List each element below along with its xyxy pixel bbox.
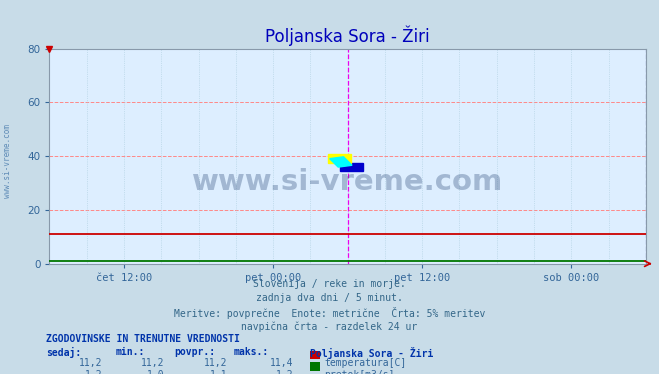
Text: 11,4: 11,4 (270, 358, 293, 368)
Text: 1,2: 1,2 (84, 370, 102, 374)
Text: maks.:: maks.: (234, 347, 269, 357)
Text: Slovenija / reke in morje.: Slovenija / reke in morje. (253, 279, 406, 289)
Text: 1,0: 1,0 (147, 370, 165, 374)
Text: min.:: min.: (115, 347, 145, 357)
Text: temperatura[C]: temperatura[C] (324, 358, 407, 368)
Text: 11,2: 11,2 (204, 358, 227, 368)
Title: Poljanska Sora - Žiri: Poljanska Sora - Žiri (266, 25, 430, 46)
Text: Meritve: povprečne  Enote: metrične  Črta: 5% meritev: Meritve: povprečne Enote: metrične Črta:… (174, 307, 485, 319)
Text: 11,2: 11,2 (78, 358, 102, 368)
Text: 1,1: 1,1 (210, 370, 227, 374)
Text: Poljanska Sora - Žiri: Poljanska Sora - Žiri (310, 347, 433, 359)
Text: zadnja dva dni / 5 minut.: zadnja dva dni / 5 minut. (256, 293, 403, 303)
Bar (341, 163, 363, 171)
Text: povpr.:: povpr.: (175, 347, 215, 357)
Text: 11,2: 11,2 (141, 358, 165, 368)
Bar (330, 157, 352, 167)
Text: navpična črta - razdelek 24 ur: navpična črta - razdelek 24 ur (241, 321, 418, 332)
Text: sedaj:: sedaj: (46, 347, 81, 358)
Text: www.si-vreme.com: www.si-vreme.com (192, 168, 503, 196)
Text: 1,2: 1,2 (275, 370, 293, 374)
Bar (328, 154, 351, 163)
Text: www.si-vreme.com: www.si-vreme.com (3, 124, 13, 198)
Text: pretok[m3/s]: pretok[m3/s] (324, 370, 395, 374)
Text: ZGODOVINSKE IN TRENUTNE VREDNOSTI: ZGODOVINSKE IN TRENUTNE VREDNOSTI (46, 334, 240, 344)
